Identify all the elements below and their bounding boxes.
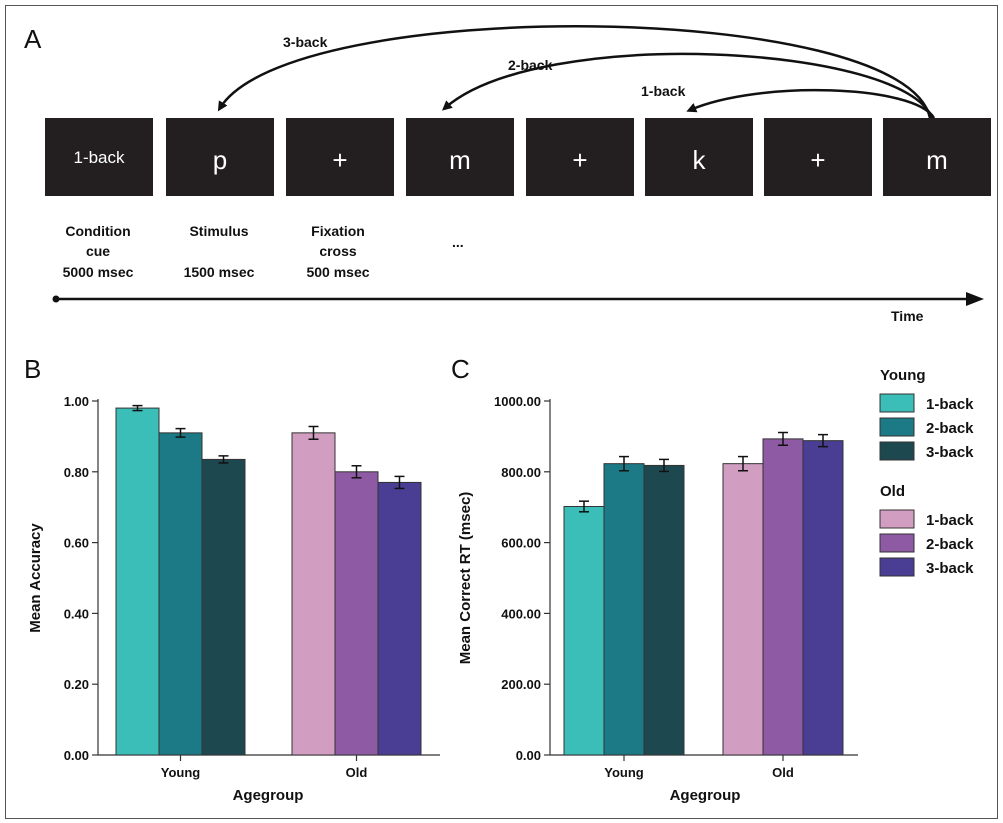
time-label: Time	[891, 308, 924, 324]
stimulus-letter: m	[449, 145, 471, 175]
stimulus-letter: k	[693, 145, 707, 175]
sequence-box	[764, 118, 872, 196]
caption-line: Stimulus	[189, 223, 248, 239]
caption-line: 500 msec	[306, 264, 369, 280]
bar	[334, 471, 379, 756]
caption-line: 5000 msec	[63, 264, 134, 280]
legend-swatch	[879, 417, 915, 437]
y-tick-label: 0.00	[516, 748, 541, 763]
y-tick-label: 0.60	[64, 536, 89, 551]
rt-chart: 0.00 200.00 400.00 600.00 800.00 1000.00 Young…	[457, 394, 858, 804]
panel-b-letter: B	[24, 354, 41, 384]
caption-condition-cue: Condition cue 5000 msec	[63, 223, 134, 280]
bar	[563, 505, 605, 756]
y-tick-label: 1000.00	[494, 394, 541, 409]
panel-c-letter: C	[451, 354, 470, 384]
caption-fixation-cross: Fixation cross 500 msec	[306, 223, 369, 280]
legend-label: 3-back	[926, 444, 974, 461]
sequence-box	[45, 118, 153, 196]
y-tick-label: 0.00	[64, 748, 89, 763]
x-axis-title: Agegroup	[670, 787, 741, 804]
bar	[762, 438, 804, 756]
legend-swatch	[879, 557, 915, 577]
legend-group-title: Young	[880, 367, 926, 384]
stimulus-letter: +	[332, 145, 347, 175]
y-tick-label: 1.00	[64, 394, 89, 409]
legend-group-title: Old	[880, 483, 905, 500]
legend-label: 2-back	[926, 420, 974, 437]
stimulus-letter: p	[213, 145, 227, 175]
timeline-arrowhead	[966, 292, 984, 306]
bar	[115, 407, 160, 756]
legend-label: 1-back	[926, 512, 974, 529]
legend-swatch	[879, 441, 915, 461]
x-tick-label: Old	[772, 765, 794, 780]
legend-label: 1-back	[926, 396, 974, 413]
y-axis-title: Mean Accuracy	[27, 523, 44, 633]
accuracy-chart: 0.00 0.20 0.40 0.60 0.80 1.00 Young Old Agegroup…	[27, 394, 440, 804]
legend-swatch	[879, 509, 915, 529]
stimulus-sequence: 1-back p + m + k + m	[45, 118, 991, 196]
y-tick-label: 0.40	[64, 606, 89, 621]
y-tick-label: 600.00	[501, 536, 541, 551]
condition-cue-text: 1-back	[73, 148, 125, 167]
legend-swatch	[879, 393, 915, 413]
one-back-arrow	[686, 88, 936, 119]
bar	[603, 463, 645, 756]
bar	[201, 458, 246, 756]
bar	[722, 463, 764, 756]
caption-line: cross	[319, 243, 357, 259]
legend-swatch	[879, 533, 915, 553]
two-back-arrow	[441, 52, 934, 119]
sequence-box	[286, 118, 394, 196]
y-tick-label: 800.00	[501, 465, 541, 480]
y-axis-title: Mean Correct RT (msec)	[457, 492, 474, 665]
sequence-box	[166, 118, 274, 196]
bar	[643, 464, 685, 756]
bar	[377, 481, 422, 756]
three-back-label: 3-back	[283, 34, 328, 50]
y-tick-label: 0.80	[64, 465, 89, 480]
stimulus-letter: +	[572, 145, 587, 175]
three-back-arrow	[217, 25, 932, 119]
y-tick-label: 400.00	[501, 606, 541, 621]
caption-line: Condition	[65, 223, 130, 239]
legend-label: 2-back	[926, 536, 974, 553]
two-back-label: 2-back	[508, 57, 553, 73]
caption-stimulus: Stimulus 1500 msec	[184, 223, 255, 280]
sequence-box	[883, 118, 991, 196]
sequence-box	[526, 118, 634, 196]
bar	[802, 440, 844, 756]
stimulus-letter: +	[810, 145, 825, 175]
y-tick-label: 0.20	[64, 677, 89, 692]
x-tick-label: Young	[604, 765, 644, 780]
sequence-box	[406, 118, 514, 196]
panel-a-letter: A	[24, 24, 42, 54]
x-tick-label: Young	[161, 765, 201, 780]
x-tick-label: Old	[346, 765, 368, 780]
caption-line: cue	[86, 243, 110, 259]
legend-label: 3-back	[926, 560, 974, 577]
caption-ellipsis: ...	[452, 234, 464, 250]
caption-line: 1500 msec	[184, 264, 255, 280]
one-back-label: 1-back	[641, 83, 686, 99]
sequence-box	[645, 118, 753, 196]
y-tick-label: 200.00	[501, 677, 541, 692]
caption-line: Fixation	[311, 223, 365, 239]
x-axis-title: Agegroup	[233, 787, 304, 804]
bar	[291, 432, 336, 756]
bar	[158, 432, 203, 756]
stimulus-letter: m	[926, 145, 948, 175]
legend: Young1-back2-back3-backOld1-back2-back3-…	[879, 367, 974, 577]
figure-frame	[5, 5, 998, 819]
